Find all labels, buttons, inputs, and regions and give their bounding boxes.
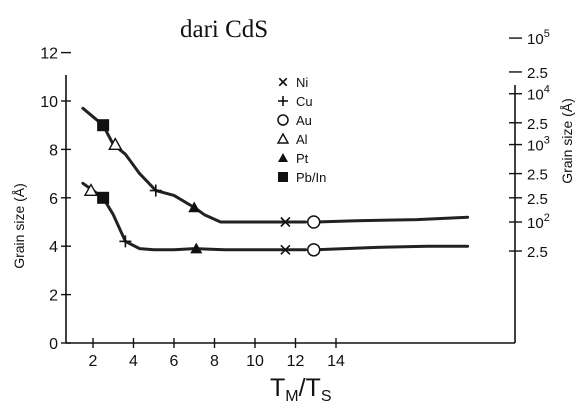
- legend: Ni Cu Au Al Pt Pb/In: [276, 75, 326, 185]
- marker-pb-in: [97, 119, 110, 132]
- x-tick-label: 8: [210, 353, 219, 370]
- legend-item: Pb/In: [278, 170, 326, 185]
- legend-item: Cu: [278, 94, 313, 109]
- y-tick-label: 4: [49, 239, 58, 256]
- right-tick-label: 102: [527, 212, 550, 232]
- x-tick-label: 2: [89, 353, 98, 370]
- marker-au: [306, 215, 321, 229]
- y-tick-label: 0: [49, 336, 58, 353]
- series-line-4: [314, 244, 470, 252]
- legend-marker: [278, 172, 288, 182]
- y-axis-label-left: Grain size (Å): [11, 183, 27, 269]
- x-tick-label: 12: [287, 353, 305, 370]
- y-axis-label-right: Grain size (Å): [559, 98, 575, 184]
- x-tick-label: 6: [170, 353, 179, 370]
- legend-label: Au: [296, 113, 312, 128]
- y-tick-label: 2: [49, 288, 58, 305]
- right-y-ticks: 105 2.5 104 2.5 103 2.5 2.5 102 2.5: [509, 28, 550, 261]
- marker-cu: [149, 184, 162, 197]
- right-tick-label: 104: [527, 84, 550, 104]
- y-ticks: 0 2 4 6 8 10 12: [40, 46, 71, 353]
- chart-title: dari CdS: [180, 16, 268, 43]
- marker-au: [306, 243, 321, 257]
- marker-cu: [119, 235, 132, 248]
- marker-al: [108, 137, 123, 151]
- legend-marker: [278, 77, 288, 87]
- marker-al: [83, 183, 99, 197]
- legend-item: Al: [276, 132, 308, 147]
- x-tick-label: 14: [327, 353, 345, 370]
- marker-pb-in: [97, 191, 110, 204]
- marker-ni: [280, 216, 291, 228]
- marker-ni: [280, 244, 291, 255]
- y-tick-label: 12: [40, 46, 58, 63]
- right-tick-label: 2.5: [527, 244, 548, 261]
- legend-item: Au: [277, 113, 312, 128]
- legend-item: Pt: [278, 151, 309, 166]
- x-axis-label: TM/TS: [270, 374, 332, 405]
- right-tick-label: 2.5: [527, 116, 548, 133]
- y-tick-label: 10: [40, 94, 58, 111]
- x-ticks: 2 4 6 8 10 12 14: [89, 338, 345, 370]
- x-tick-label: 4: [129, 353, 138, 370]
- marker-pt: [190, 242, 203, 254]
- right-tick-label: 2.5: [527, 65, 548, 82]
- right-tick-label: 2.5: [527, 167, 548, 184]
- y-tick-label: 6: [49, 191, 58, 208]
- legend-label: Al: [296, 132, 308, 147]
- legend-label: Pt: [296, 151, 309, 166]
- legend-marker: [276, 132, 290, 144]
- y-tick-label: 8: [49, 142, 58, 159]
- legend-label: Cu: [296, 94, 313, 109]
- x-tick-label: 10: [246, 353, 264, 370]
- legend-marker: [278, 153, 288, 162]
- right-tick-label: 105: [527, 28, 550, 48]
- right-tick-label: 2.5: [527, 191, 548, 208]
- marker-pt: [188, 201, 201, 213]
- legend-label: Ni: [296, 75, 308, 90]
- legend-label: Pb/In: [296, 170, 326, 185]
- data-markers: [83, 119, 321, 257]
- right-tick-label: 103: [527, 135, 550, 155]
- legend-marker: [278, 96, 288, 106]
- curves: [81, 106, 470, 252]
- legend-marker: [277, 114, 289, 126]
- series-line-3: [314, 215, 470, 224]
- series-line-2: [81, 181, 308, 252]
- legend-item: Ni: [278, 75, 308, 90]
